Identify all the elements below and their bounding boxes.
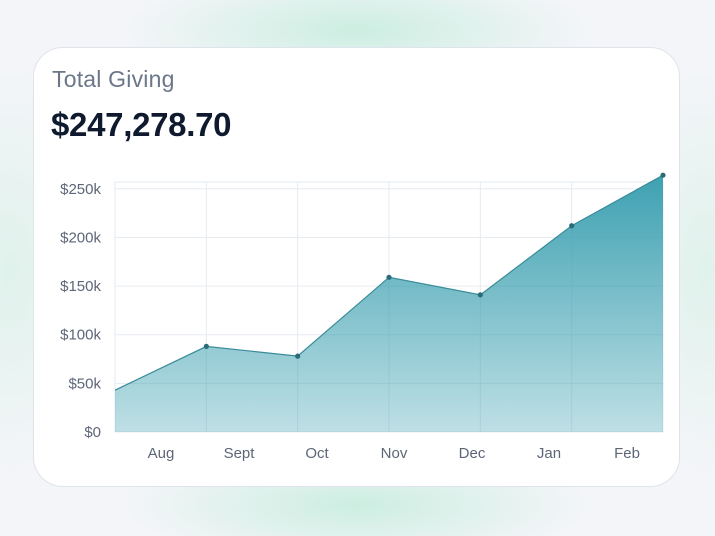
x-tick-label: Jan	[537, 445, 561, 462]
x-tick-label: Aug	[148, 445, 175, 462]
total-giving-card: Total Giving $247,278.70 $0 $50k $100k $150…	[33, 47, 680, 487]
data-point[interactable]	[203, 343, 209, 349]
data-point[interactable]	[295, 353, 301, 359]
data-point[interactable]	[660, 172, 666, 178]
x-tick-label: Oct	[305, 445, 329, 462]
x-tick-label: Feb	[614, 445, 640, 462]
x-tick-label: Nov	[381, 445, 408, 462]
data-point[interactable]	[386, 274, 392, 280]
card-title: Total Giving	[52, 66, 175, 92]
y-tick-label: $100k	[60, 327, 101, 344]
total-amount: $247,278.70	[51, 106, 232, 143]
y-tick-label: $150k	[60, 278, 101, 295]
data-point[interactable]	[569, 223, 575, 229]
x-tick-label: Dec	[459, 445, 486, 462]
x-tick-label: Sept	[224, 445, 256, 462]
y-tick-label: $200k	[60, 229, 101, 246]
y-tick-label: $0	[84, 424, 101, 441]
y-tick-label: $50k	[68, 375, 101, 392]
y-tick-label: $250k	[60, 181, 101, 198]
giving-area-chart: $0 $50k $100k $150k $200k $250k Aug Sept Oct Nov…	[60, 172, 666, 462]
data-point[interactable]	[477, 292, 483, 298]
area-fill	[115, 175, 663, 432]
